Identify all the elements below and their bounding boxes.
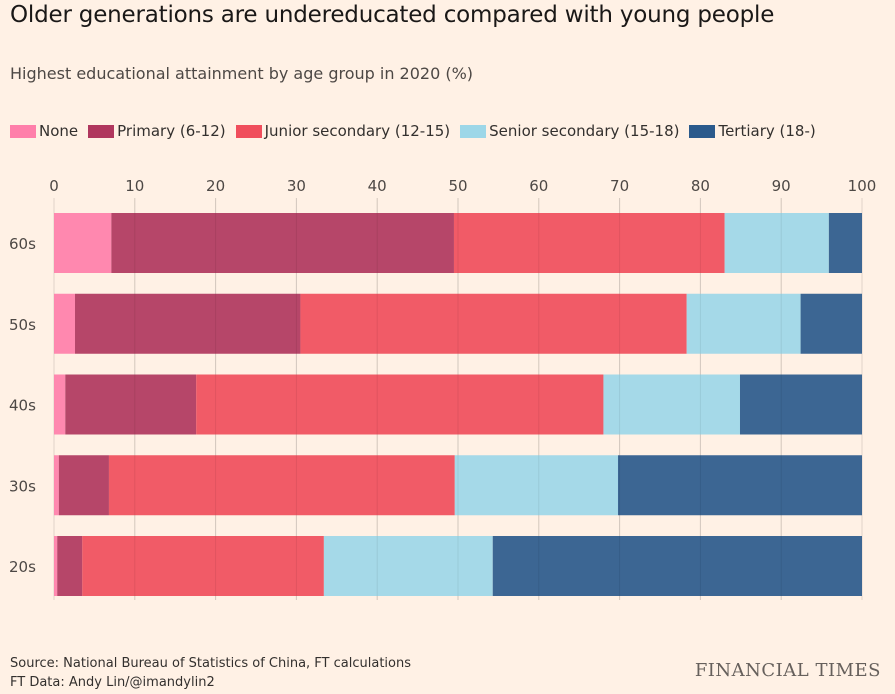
bar-segment — [54, 293, 76, 354]
x-tick-label: 50 — [448, 177, 467, 195]
legend-label: Senior secondary (15-18) — [489, 122, 680, 140]
x-tick-label: 60 — [529, 177, 548, 195]
x-tick-label: 100 — [848, 177, 877, 195]
bar-segment — [603, 374, 740, 435]
x-tick-label: 40 — [368, 177, 387, 195]
bar-segment — [454, 455, 618, 516]
legend-swatch — [10, 124, 36, 138]
bar-segment — [111, 213, 454, 273]
legend-swatch — [689, 124, 716, 138]
y-category-label: 40s — [9, 397, 36, 415]
bar-segment — [800, 293, 862, 354]
credit-text: FT Data: Andy Lin/@imandylin2 — [10, 675, 215, 690]
chart-subtitle: Highest educational attainment by age gr… — [10, 64, 474, 83]
bar-segment — [54, 455, 59, 516]
legend-label: Primary (6-12) — [117, 122, 226, 140]
chart-title: Older generations are undereducated comp… — [10, 2, 775, 28]
legend-item: Senior secondary (15-18) — [460, 122, 679, 140]
legend-item: None — [10, 122, 78, 140]
legend-item: Junior secondary (12-15) — [235, 122, 451, 140]
legend-swatch — [460, 124, 487, 138]
bar-segment — [57, 536, 83, 596]
bar-segment — [54, 536, 58, 596]
x-tick-label: 30 — [287, 177, 306, 195]
bar-segment — [75, 293, 301, 354]
legend: None Primary (6-12) Junior secondary (12-1… — [10, 122, 816, 140]
bar-segment — [54, 213, 112, 273]
bar-segment — [58, 455, 109, 516]
bar-segment — [54, 374, 66, 435]
legend-label: None — [39, 122, 79, 140]
y-category-label: 30s — [9, 477, 36, 495]
source-text: Source: National Bureau of Statistics of… — [10, 656, 411, 671]
source-note: Source: National Bureau of Statistics of… — [10, 654, 411, 692]
bar-segment — [828, 213, 862, 273]
legend-item: Primary (6-12) — [88, 122, 226, 140]
bar-segment — [108, 455, 455, 516]
bar-segment — [739, 374, 862, 435]
bar-segment — [724, 213, 829, 273]
y-category-label: 20s — [9, 558, 36, 576]
legend-label: Junior secondary (12-15) — [264, 122, 451, 140]
bar-segment — [196, 374, 604, 435]
stacked-bar-chart: 0 10 20 30 40 50 60 70 80 90 100 60s 50s 40s 30s 20s — [9, 177, 877, 600]
x-tick-label: 0 — [49, 177, 59, 195]
x-tick-label: 20 — [206, 177, 225, 195]
legend-swatch — [88, 124, 115, 138]
bar-segment — [65, 374, 197, 435]
bar-segment — [617, 455, 862, 516]
legend-swatch — [235, 124, 262, 138]
x-tick-label: 70 — [610, 177, 629, 195]
x-tick-label: 80 — [691, 177, 710, 195]
legend-label: Tertiary (18-) — [718, 122, 816, 140]
financial-times-logo: FINANCIAL TIMES — [694, 660, 881, 681]
bar-segment — [323, 536, 493, 596]
bar-segment — [453, 213, 725, 273]
y-category-label: 60s — [9, 235, 36, 253]
bar-segment — [300, 293, 687, 354]
bar-segment — [82, 536, 324, 596]
x-tick-label: 90 — [772, 177, 791, 195]
x-tick-label: 10 — [125, 177, 144, 195]
bar-segment — [686, 293, 801, 354]
bar-segment — [492, 536, 862, 596]
legend-item: Tertiary (18-) — [689, 122, 816, 140]
y-category-label: 50s — [9, 316, 36, 334]
